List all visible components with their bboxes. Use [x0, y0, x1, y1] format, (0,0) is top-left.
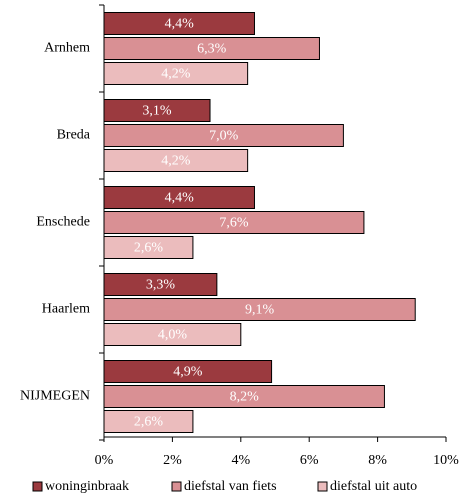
x-tick-label: 6% — [300, 453, 319, 468]
legend-label: diefstal uit auto — [330, 479, 417, 494]
category-label: Haarlem — [42, 302, 90, 317]
legend-swatch — [317, 481, 328, 492]
value-label: 3,1% — [142, 104, 172, 119]
value-label: 4,0% — [158, 328, 188, 343]
value-label: 4,2% — [161, 154, 191, 169]
legend-label: woninginbraak — [45, 479, 129, 494]
category-label: Breda — [57, 128, 91, 143]
legend-swatch — [171, 481, 182, 492]
category-label: NIJMEGEN — [20, 389, 90, 404]
value-label: 7,6% — [219, 216, 249, 231]
value-label: 4,4% — [165, 191, 195, 206]
category-label: Arnhem — [44, 41, 90, 56]
category-label: Enschede — [36, 215, 90, 230]
value-label: 4,2% — [161, 67, 191, 82]
value-label: 6,3% — [197, 42, 227, 57]
value-label: 2,6% — [134, 241, 164, 256]
value-label: 3,3% — [146, 278, 176, 293]
value-label: 4,9% — [173, 365, 203, 380]
legend-swatch — [32, 481, 43, 492]
value-label: 9,1% — [245, 303, 275, 318]
legend-label: diefstal van fiets — [184, 479, 277, 494]
value-label: 8,2% — [230, 390, 260, 405]
value-label: 7,0% — [209, 129, 239, 144]
value-label: 2,6% — [134, 415, 164, 430]
x-tick-label: 10% — [433, 453, 459, 468]
value-label: 4,4% — [165, 17, 195, 32]
x-tick-label: 4% — [231, 453, 250, 468]
x-tick-label: 0% — [95, 453, 114, 468]
x-tick-label: 2% — [163, 453, 182, 468]
x-tick-label: 8% — [368, 453, 387, 468]
